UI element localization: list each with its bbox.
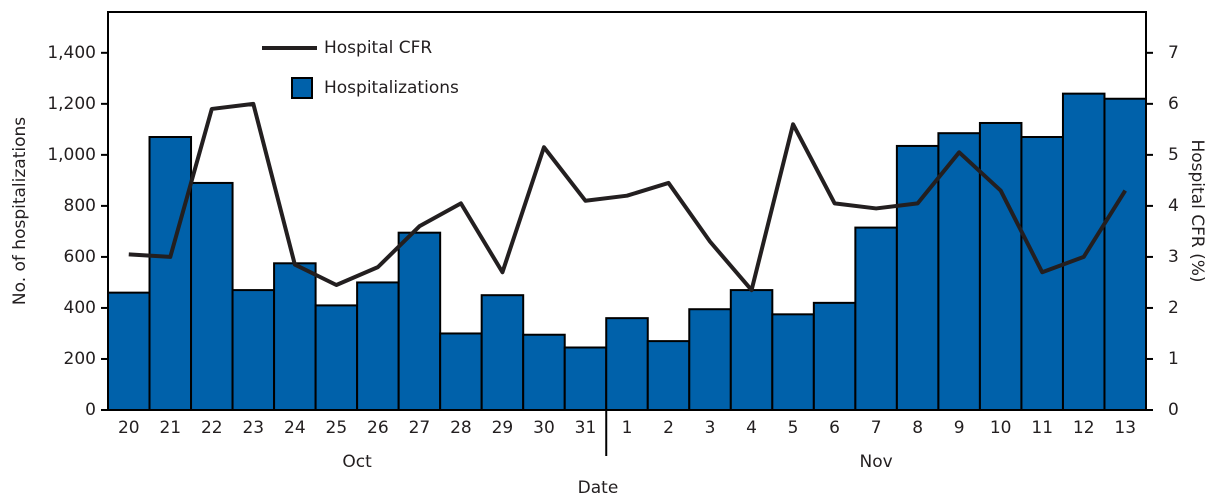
bar — [356, 281, 400, 411]
x-tick-label: 3 — [705, 418, 716, 438]
x-tick-label: 2 — [663, 418, 674, 438]
y2-tick-label: 5 — [1168, 145, 1179, 165]
x-tick-label: 29 — [492, 418, 514, 438]
x-tick-label: 22 — [201, 418, 223, 438]
x-tick-label: 7 — [871, 418, 882, 438]
x-tick-label: 30 — [533, 418, 555, 438]
bar — [688, 308, 732, 412]
x-tick-label: 25 — [326, 418, 348, 438]
y2-axis-label: Hospital CFR (%) — [1187, 139, 1207, 282]
y2-tick-label: 1 — [1168, 349, 1179, 369]
y2-tick-label: 3 — [1168, 247, 1179, 267]
bar — [107, 291, 151, 411]
x-tick-label: 6 — [829, 418, 840, 438]
y2-tick-label: 0 — [1168, 400, 1179, 420]
y-axis-label: No. of hospitalizations — [10, 117, 30, 305]
bar — [439, 332, 483, 412]
x-tick-label: 28 — [450, 418, 472, 438]
y-tick-label: 400 — [64, 298, 96, 318]
legend-label: Hospital CFR — [324, 38, 432, 58]
y2-tick-label: 4 — [1168, 196, 1179, 216]
bar — [605, 317, 649, 411]
bar — [978, 121, 1023, 411]
plot-frame — [107, 11, 1147, 411]
bar — [314, 304, 359, 411]
y-tick-label: 1,000 — [47, 145, 96, 165]
bar — [273, 262, 317, 411]
line — [128, 101, 1127, 293]
x-tick-label: 31 — [575, 418, 597, 438]
bar — [231, 289, 276, 412]
month-label: Nov — [860, 452, 893, 472]
bar — [148, 136, 193, 411]
y2-tick-label: 6 — [1168, 94, 1179, 114]
x-tick-label: 24 — [284, 418, 306, 438]
bar — [729, 289, 774, 412]
y-tick-label: 0 — [85, 400, 96, 420]
y-tick-label: 800 — [64, 196, 96, 216]
y2-tick-label: 2 — [1168, 298, 1179, 318]
bar — [563, 346, 608, 411]
x-tick-label: 21 — [159, 418, 181, 438]
x-tick-label: 20 — [118, 418, 140, 438]
x-tick-label: 4 — [746, 418, 757, 438]
bar — [1061, 92, 1106, 412]
bar — [771, 313, 815, 412]
x-tick-label: 27 — [409, 418, 431, 438]
x-tick-label: 13 — [1114, 418, 1136, 438]
bar — [1103, 97, 1147, 411]
bar — [812, 301, 857, 412]
y-tick-label: 600 — [64, 247, 96, 267]
x-tick-label: 9 — [954, 418, 965, 438]
month-label: Oct — [342, 452, 372, 472]
x-tick-label: 26 — [367, 418, 389, 438]
x-tick-label: 1 — [622, 418, 633, 438]
bar — [937, 132, 981, 412]
bar — [854, 226, 898, 411]
x-tick-label: 23 — [242, 418, 264, 438]
x-tick-label: 10 — [990, 418, 1012, 438]
bar — [190, 181, 234, 411]
bar — [895, 144, 940, 411]
x-axis-label: Date — [578, 478, 619, 498]
x-tick-label: 5 — [788, 418, 799, 438]
bar — [397, 231, 442, 411]
y2-tick-label: 7 — [1168, 43, 1179, 63]
x-tick-label: 12 — [1073, 418, 1095, 438]
y-tick-label: 1,400 — [47, 43, 96, 63]
y-tick-label: 1,200 — [47, 94, 96, 114]
x-tick-label: 8 — [912, 418, 923, 438]
legend-swatch — [291, 77, 313, 99]
legend-label: Hospitalizations — [324, 78, 459, 98]
x-tick-label: 11 — [1031, 418, 1053, 438]
y-tick-label: 200 — [64, 349, 96, 369]
bar — [480, 294, 525, 412]
bar — [522, 333, 566, 411]
bar — [646, 340, 691, 411]
